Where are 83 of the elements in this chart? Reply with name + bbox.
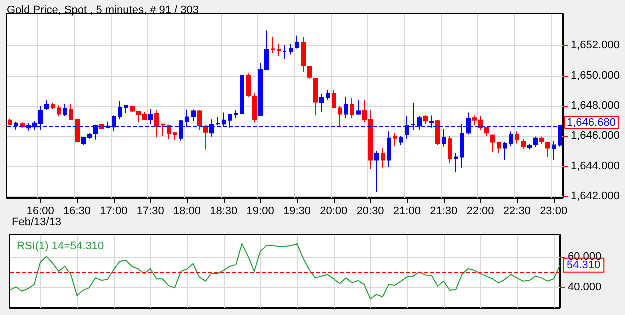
candlestick	[246, 73, 251, 98]
candlestick	[509, 131, 513, 146]
candlestick	[399, 136, 403, 146]
candlestick	[350, 98, 354, 119]
candlestick	[552, 140, 556, 161]
text: Feb/13/13	[12, 216, 62, 228]
candlestick	[545, 142, 550, 158]
candlestick	[497, 142, 501, 154]
candlestick	[51, 102, 55, 110]
candlestick	[454, 153, 458, 173]
x-tick-label: 17:30	[136, 206, 164, 218]
y-tick-label: 1,642.000	[571, 190, 620, 202]
candlestick	[75, 118, 80, 143]
x-tick-label: 21:00	[393, 206, 421, 218]
y-tick-label: 1,650.000	[571, 70, 620, 82]
candlestick	[283, 45, 287, 60]
x-tick-label: 20:00	[320, 206, 348, 218]
candlestick	[148, 108, 153, 125]
x-tick-label: 22:30	[503, 206, 531, 218]
candlestick	[313, 78, 318, 116]
x-tick-label: 20:30	[356, 206, 384, 218]
candlestick	[240, 74, 244, 115]
candlestick	[442, 128, 446, 148]
candlestick	[448, 136, 452, 164]
x-tick-label: 18:00	[173, 206, 202, 218]
x-tick-label: 16:30	[64, 206, 92, 218]
candlestick	[295, 35, 299, 50]
candlestick	[393, 132, 397, 146]
candlestick	[69, 104, 73, 121]
x-tick-label: 23:00	[540, 206, 568, 218]
y-tick-label: 1,644.000	[571, 160, 620, 172]
candlestick	[8, 118, 12, 126]
ref-line-label: 1,646.680	[567, 116, 616, 129]
candlestick	[338, 106, 342, 128]
y-tick-label: 1,648.000	[571, 100, 620, 112]
candlestick	[515, 131, 519, 144]
candlestick	[423, 114, 428, 125]
candlestick	[277, 44, 281, 57]
x-tick-label: 16:00	[26, 206, 54, 218]
candlestick	[521, 138, 526, 150]
candlestick	[319, 93, 324, 113]
candlestick	[374, 150, 379, 192]
candlestick	[387, 131, 391, 168]
candlestick	[203, 126, 208, 150]
candlestick	[326, 90, 330, 100]
candlestick	[435, 120, 440, 146]
candlestick	[344, 96, 348, 119]
line-series	[10, 243, 560, 300]
candlestick	[63, 104, 67, 118]
candlestick	[356, 99, 361, 116]
candlestick	[173, 132, 177, 140]
x-tick-label: 17:00	[100, 206, 128, 218]
candlestick	[381, 148, 385, 168]
y-tick-label: 1,652.000	[571, 40, 620, 52]
candlestick	[252, 92, 257, 124]
candlestick	[307, 66, 312, 80]
candlestick	[118, 100, 122, 120]
candlestick	[527, 144, 532, 150]
candlestick	[161, 124, 165, 137]
x-tick-label: 22:00	[466, 206, 494, 218]
candlestick	[332, 90, 336, 109]
candlestick	[490, 134, 495, 152]
y-tick-label: 1,646.000	[571, 130, 620, 142]
candlestick	[503, 142, 507, 161]
candlestick	[124, 104, 128, 114]
x-tick-label: 19:00	[246, 206, 274, 218]
candlestick	[167, 124, 171, 140]
candlestick	[533, 136, 538, 148]
candlestick	[234, 110, 238, 119]
candlestick	[301, 36, 306, 73]
x-tick-label: 19:30	[283, 206, 311, 218]
candlestick	[154, 110, 159, 138]
candlestick	[44, 99, 49, 112]
candlestick	[191, 109, 196, 122]
candlestick	[271, 36, 275, 54]
candlestick	[539, 136, 544, 145]
candlestick	[57, 104, 61, 118]
text: RSI(1) 14=54.310	[17, 240, 104, 252]
y-tick-label: 40.000	[568, 281, 602, 294]
candlestick	[289, 44, 293, 56]
x-tick-label: 21:30	[430, 206, 458, 218]
x-tick-label: 18:30	[210, 206, 238, 218]
candlestick	[197, 110, 202, 131]
